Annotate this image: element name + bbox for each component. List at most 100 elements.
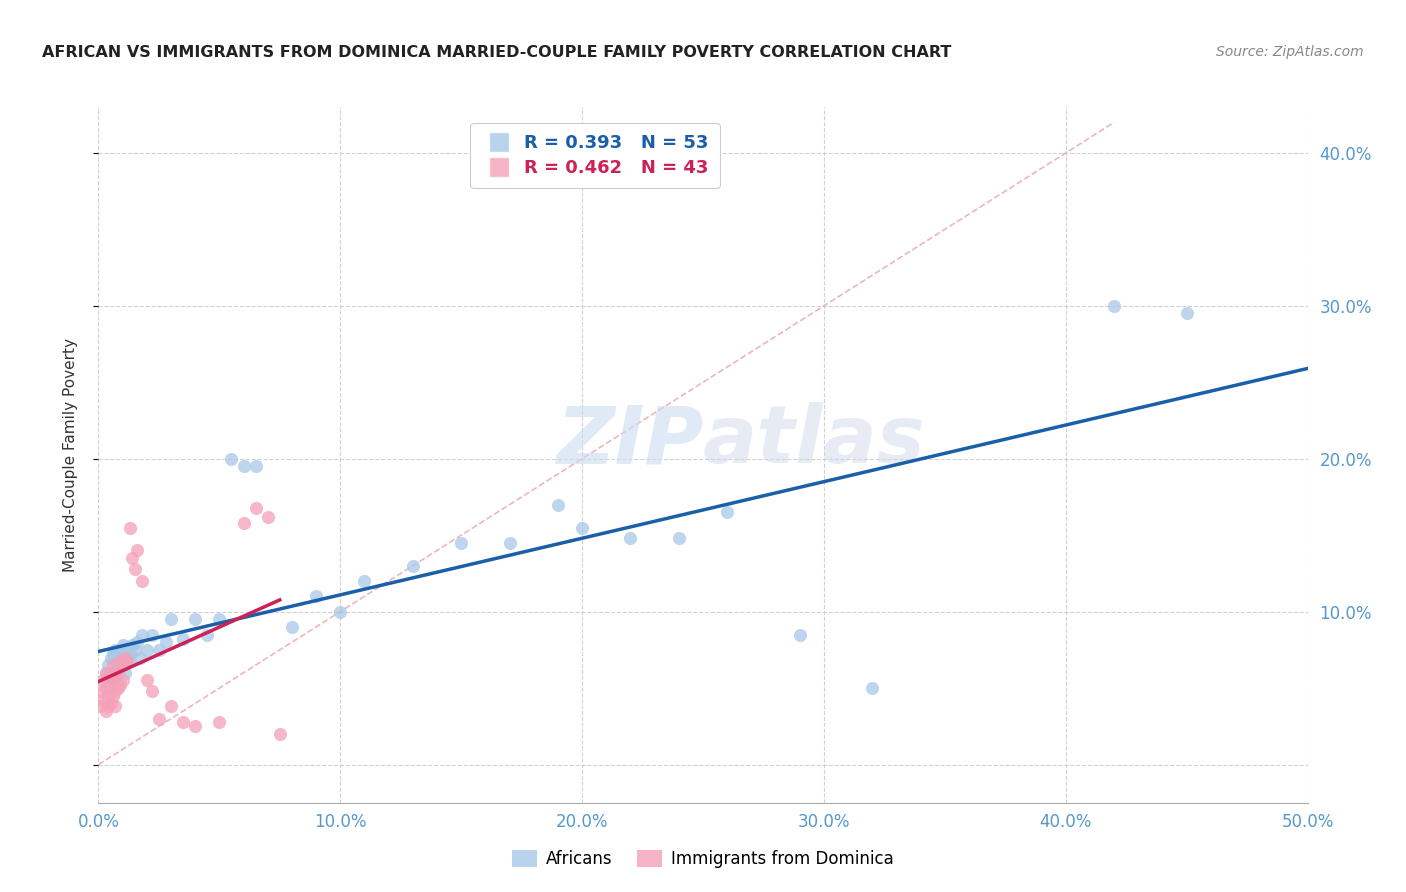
Point (141, 684, 163, 698)
Point (305, 590, 328, 604)
Legend: R = 0.393   N = 53, R = 0.462   N = 43: R = 0.393 N = 53, R = 0.462 N = 43 (470, 123, 720, 188)
Point (100, 681, 122, 695)
Point (402, 558, 425, 573)
Point (121, 551, 143, 566)
Point (97, 673, 120, 688)
Point (91, 673, 114, 688)
Text: AFRICAN VS IMMIGRANTS FROM DOMINICA MARRIED-COUPLE FAMILY POVERTY CORRELATION CH: AFRICAN VS IMMIGRANTS FROM DOMINICA MARR… (42, 45, 952, 60)
Point (108, 654, 131, 668)
Point (256, 509, 278, 524)
Point (135, 643, 157, 657)
Point (232, 516, 254, 530)
Point (97, 689, 120, 703)
Point (232, 459, 254, 474)
Point (108, 678, 131, 692)
Point (148, 643, 170, 657)
Point (91, 693, 114, 707)
Point (107, 654, 129, 668)
Point (135, 673, 157, 688)
Point (111, 658, 134, 673)
Point (111, 673, 134, 688)
Point (117, 643, 139, 657)
Point (1102, 299, 1125, 313)
Point (172, 632, 194, 647)
Point (111, 638, 134, 652)
Point (124, 643, 146, 657)
Point (1175, 306, 1198, 320)
Point (111, 658, 134, 673)
Point (107, 681, 129, 695)
Point (184, 612, 207, 626)
Point (619, 531, 641, 545)
Point (114, 648, 136, 662)
Point (94, 704, 117, 718)
Point (221, 451, 243, 466)
Point (155, 635, 177, 649)
Point (101, 658, 124, 673)
Point (94, 665, 117, 680)
Point (101, 689, 124, 703)
Point (124, 562, 146, 576)
Point (571, 520, 593, 534)
Point (281, 620, 304, 634)
Point (716, 505, 738, 519)
Point (107, 658, 129, 673)
Y-axis label: Married-Couple Family Poverty: Married-Couple Family Poverty (63, 338, 77, 572)
Point (90, 684, 112, 698)
Point (128, 650, 150, 665)
Point (107, 665, 129, 680)
Point (118, 648, 141, 662)
Point (94, 665, 117, 680)
Point (195, 627, 218, 641)
Point (141, 627, 163, 641)
Legend: Africans, Immigrants from Dominica: Africans, Immigrants from Dominica (506, 843, 900, 875)
Point (127, 543, 149, 558)
Point (245, 500, 267, 515)
Point (208, 612, 231, 626)
Point (117, 654, 139, 668)
Point (94, 681, 117, 695)
Point (184, 719, 207, 733)
Point (97, 699, 120, 714)
Point (160, 699, 183, 714)
Point (104, 669, 127, 683)
Point (100, 697, 122, 711)
Text: ZIP: ZIP (555, 402, 703, 480)
Point (668, 531, 690, 545)
Point (172, 714, 194, 729)
Point (353, 574, 375, 588)
Point (108, 650, 131, 665)
Point (97, 658, 120, 673)
Text: atlas: atlas (703, 402, 925, 480)
Point (101, 648, 124, 662)
Point (100, 665, 122, 680)
Point (108, 643, 131, 657)
Point (148, 712, 170, 726)
Point (104, 643, 127, 657)
Point (450, 536, 472, 550)
Point (100, 673, 122, 688)
Point (114, 650, 136, 665)
Point (789, 627, 811, 641)
Point (160, 612, 183, 626)
Point (118, 654, 141, 668)
Point (127, 635, 149, 649)
Point (90, 699, 112, 714)
Point (104, 699, 127, 714)
Point (101, 669, 124, 683)
Point (860, 681, 883, 695)
Point (104, 684, 127, 698)
Point (498, 536, 520, 550)
Point (329, 605, 352, 619)
Point (118, 520, 141, 534)
Point (245, 459, 267, 474)
Point (208, 714, 231, 729)
Point (131, 627, 153, 641)
Text: Source: ZipAtlas.com: Source: ZipAtlas.com (1216, 45, 1364, 59)
Point (101, 673, 124, 688)
Point (104, 665, 127, 680)
Point (269, 727, 291, 741)
Point (117, 650, 139, 665)
Point (131, 574, 153, 588)
Point (100, 650, 122, 665)
